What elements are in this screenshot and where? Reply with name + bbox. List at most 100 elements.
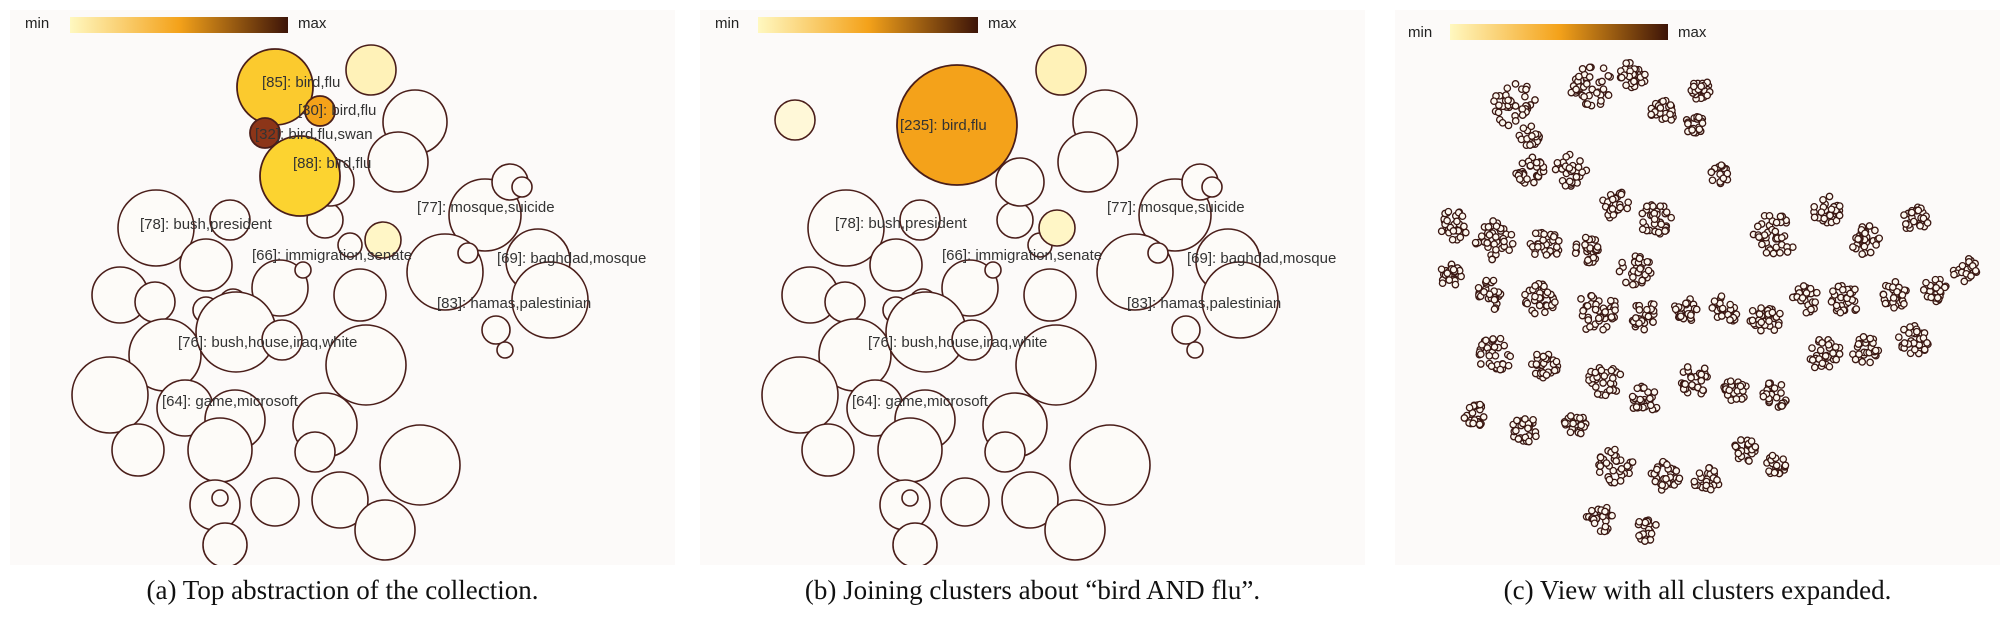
cluster-node-highlight[interactable] bbox=[1035, 44, 1087, 96]
document-dot bbox=[1812, 288, 1821, 297]
cluster-map-c[interactable] bbox=[1395, 10, 2000, 565]
cluster-node[interactable] bbox=[71, 356, 149, 434]
cluster-node[interactable] bbox=[869, 238, 923, 292]
document-dot bbox=[1894, 333, 1903, 342]
legend-max-label: max bbox=[988, 15, 1017, 32]
cluster-node[interactable] bbox=[496, 341, 514, 359]
cluster-map-b[interactable]: [235]: bird,flu [78]: bush,president [77]:… bbox=[700, 10, 1365, 565]
cluster-node[interactable] bbox=[1015, 324, 1097, 406]
cluster-node[interactable] bbox=[211, 489, 229, 507]
cluster-node[interactable] bbox=[1069, 424, 1151, 506]
cluster-node[interactable] bbox=[209, 199, 251, 241]
cluster-map-a[interactable]: [85]: bird,flu [30]: bird,flu [32]: bird,f… bbox=[10, 10, 675, 565]
document-dot bbox=[1526, 141, 1534, 149]
document-dot bbox=[1683, 363, 1692, 371]
document-dot bbox=[1601, 391, 1610, 400]
cluster-node[interactable] bbox=[187, 417, 253, 483]
cluster-node-bird-flu-30[interactable] bbox=[304, 95, 336, 127]
cluster-node[interactable] bbox=[1201, 176, 1223, 198]
document-dot bbox=[1646, 394, 1654, 403]
cluster-node[interactable] bbox=[996, 201, 1034, 239]
cluster-node-bird-flu-88[interactable] bbox=[259, 135, 341, 217]
cluster-node[interactable] bbox=[761, 356, 839, 434]
document-dot bbox=[1628, 392, 1637, 401]
cluster-node[interactable] bbox=[250, 477, 300, 527]
document-dot bbox=[1717, 292, 1726, 301]
cluster-node[interactable] bbox=[354, 499, 416, 561]
cluster-node[interactable] bbox=[481, 315, 511, 345]
cluster-node[interactable] bbox=[877, 417, 943, 483]
cluster-node[interactable] bbox=[807, 189, 885, 267]
document-dot bbox=[1437, 265, 1446, 274]
document-dot bbox=[1485, 231, 1494, 239]
cluster-node[interactable] bbox=[457, 242, 479, 264]
cluster-node[interactable] bbox=[892, 522, 938, 565]
cluster-node[interactable] bbox=[899, 199, 941, 241]
cluster-node[interactable] bbox=[202, 522, 248, 565]
caption-a: (a) Top abstraction of the collection. bbox=[146, 575, 539, 605]
cluster-node[interactable] bbox=[134, 281, 176, 323]
cluster-node[interactable] bbox=[367, 131, 429, 193]
document-dot bbox=[1778, 402, 1786, 410]
cluster-node-bird-flu-swan[interactable] bbox=[249, 117, 281, 149]
cluster-node[interactable] bbox=[941, 259, 999, 317]
document-dot bbox=[1723, 169, 1732, 178]
cluster-node[interactable] bbox=[801, 423, 855, 477]
document-dot bbox=[1554, 237, 1563, 245]
cluster-node[interactable] bbox=[179, 238, 233, 292]
cluster-node[interactable] bbox=[1001, 471, 1059, 529]
cluster-node[interactable] bbox=[379, 424, 461, 506]
document-dot bbox=[1511, 80, 1520, 88]
cluster-node[interactable] bbox=[984, 431, 1026, 473]
document-dot bbox=[1492, 245, 1500, 254]
document-dot bbox=[1511, 102, 1520, 110]
cluster-node[interactable] bbox=[325, 324, 407, 406]
cluster-node-bird-flu-235[interactable] bbox=[896, 64, 1018, 186]
document-dot bbox=[1474, 283, 1483, 292]
cluster-node[interactable] bbox=[337, 232, 363, 258]
cluster-node[interactable] bbox=[1171, 315, 1201, 345]
document-dot bbox=[1542, 371, 1551, 379]
caption-b: (b) Joining clusters about “bird AND flu… bbox=[804, 575, 1261, 605]
cluster-node[interactable] bbox=[333, 268, 387, 322]
cluster-node[interactable] bbox=[111, 423, 165, 477]
cluster-node[interactable] bbox=[251, 259, 309, 317]
document-dot bbox=[1444, 207, 1453, 216]
cluster-node[interactable] bbox=[984, 261, 1002, 279]
cluster-node[interactable] bbox=[824, 281, 866, 323]
document-dot bbox=[1496, 334, 1505, 343]
cluster-node-highlight[interactable] bbox=[774, 99, 816, 141]
cluster-node[interactable] bbox=[940, 477, 990, 527]
document-dot bbox=[1758, 240, 1766, 249]
cluster-node[interactable] bbox=[995, 157, 1045, 207]
cluster-node[interactable] bbox=[511, 261, 589, 339]
cluster-node[interactable] bbox=[511, 176, 533, 198]
cluster-node[interactable] bbox=[117, 189, 195, 267]
cluster-node[interactable] bbox=[1201, 261, 1279, 339]
document-dot bbox=[1522, 85, 1530, 94]
cluster-node[interactable] bbox=[1147, 242, 1169, 264]
cluster-node[interactable] bbox=[294, 431, 336, 473]
cluster-node[interactable] bbox=[261, 319, 303, 361]
cluster-node-highlight[interactable] bbox=[1038, 209, 1076, 247]
cluster-node[interactable] bbox=[1057, 131, 1119, 193]
document-dot bbox=[1821, 352, 1830, 360]
cluster-node[interactable] bbox=[1023, 268, 1077, 322]
document-dot bbox=[1912, 327, 1921, 336]
document-dot bbox=[1542, 251, 1551, 259]
cluster-node[interactable] bbox=[951, 319, 993, 361]
document-dot bbox=[1810, 363, 1819, 372]
cluster-label: [88]: bird,flu bbox=[293, 155, 371, 172]
cluster-node[interactable] bbox=[311, 471, 369, 529]
document-dot bbox=[1851, 355, 1860, 364]
document-dot bbox=[1641, 537, 1649, 545]
document-dot bbox=[1579, 306, 1587, 315]
cluster-node[interactable] bbox=[1044, 499, 1106, 561]
document-dot bbox=[1533, 350, 1541, 359]
cluster-node-highlight[interactable] bbox=[364, 221, 402, 259]
document-dot bbox=[1523, 175, 1531, 183]
cluster-node[interactable] bbox=[1186, 341, 1204, 359]
cluster-node-highlight[interactable] bbox=[345, 44, 397, 96]
cluster-node[interactable] bbox=[901, 489, 919, 507]
cluster-node[interactable] bbox=[294, 261, 312, 279]
